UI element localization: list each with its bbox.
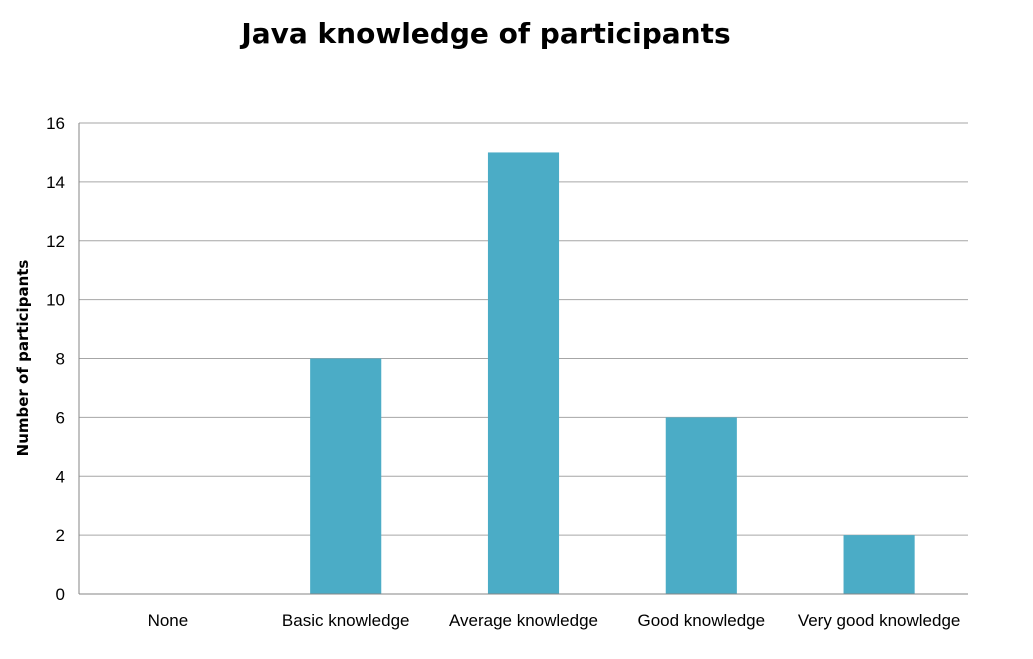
y-tick-label: 10 [46, 291, 65, 310]
y-tick-label: 8 [56, 350, 65, 369]
x-tick-label: Basic knowledge [282, 611, 410, 630]
bars [310, 152, 915, 594]
bar [665, 417, 737, 594]
x-tick-label: None [148, 611, 189, 630]
y-tick-label: 0 [56, 585, 65, 604]
chart-title: Java knowledge of participants [239, 17, 730, 50]
y-tick-label: 12 [46, 232, 65, 251]
x-tick-label: Good knowledge [638, 611, 766, 630]
bar [487, 152, 560, 594]
x-tick-label: Average knowledge [449, 611, 598, 630]
y-tick-label: 14 [46, 173, 65, 192]
bar [843, 535, 915, 594]
y-tick-labels: 0 2 4 6 8 10 12 14 16 [46, 114, 65, 604]
x-tick-labels: None Basic knowledge Average knowledge Good… [148, 611, 961, 630]
y-tick-label: 16 [46, 114, 65, 133]
bar [310, 358, 382, 594]
y-tick-label: 2 [56, 526, 65, 545]
y-tick-label: 4 [56, 467, 65, 486]
x-tick-label: Very good knowledge [798, 611, 961, 630]
y-tick-label: 6 [56, 408, 65, 427]
axes [78, 123, 968, 595]
y-axis-label: Number of participants [14, 260, 32, 457]
